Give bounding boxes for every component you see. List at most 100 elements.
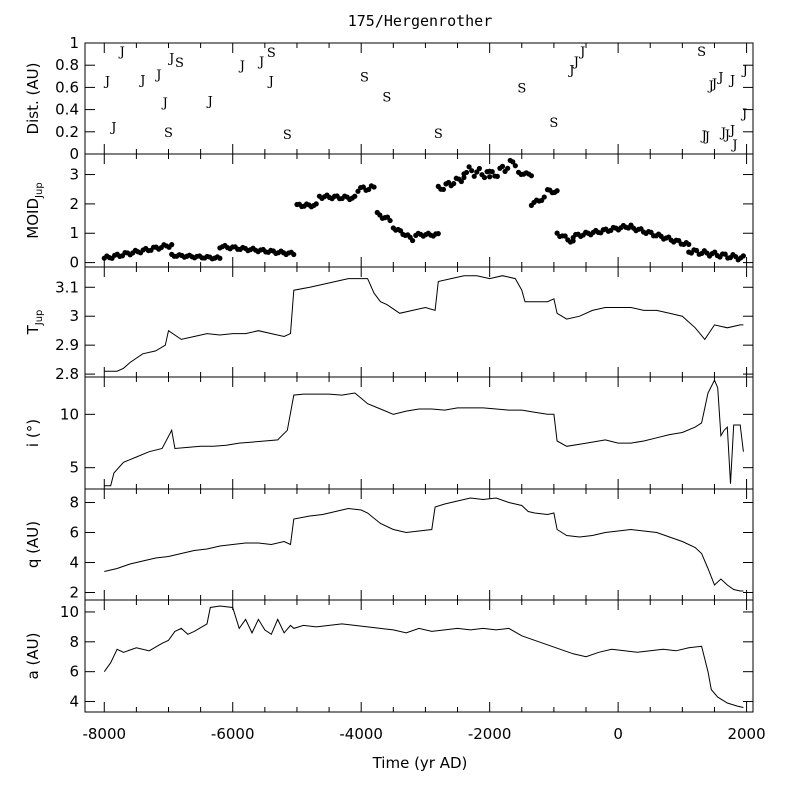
panel-1-point [471, 173, 477, 179]
panel-1-point [499, 163, 506, 169]
panel-2-ytick-label-1: 2.9 [55, 336, 79, 354]
panel-1-point [466, 164, 472, 170]
panel-0-marker-7: S [175, 56, 184, 71]
x-tick-label-0: -8000 [82, 725, 126, 743]
panel-0-marker-15: S [360, 70, 369, 85]
panel-0-marker-29: J [740, 107, 747, 122]
panel-1-point [693, 247, 700, 254]
panel-1-point [409, 237, 416, 244]
panel-1-ylabel: MOIDJup [24, 182, 45, 238]
x-tick-label-1: -6000 [211, 725, 255, 743]
panel-1-point [371, 184, 377, 190]
panel-0-marker-26: J [716, 70, 723, 85]
panel-0-marker-19: S [549, 116, 558, 131]
panel-5-series-line [103, 605, 744, 708]
panel-0-marker-23: S [697, 45, 706, 60]
panel-4-series-line [104, 497, 744, 592]
panel-0-marker-31: J [703, 130, 710, 145]
panel-3-ylabel: i (°) [24, 419, 42, 447]
panel-1-point [435, 231, 441, 237]
panel-5-ytick-label-0: 4 [69, 693, 79, 711]
panel-0-ytick-label-5: 1 [69, 34, 79, 52]
panel-2-ytick-label-0: 2.8 [55, 365, 79, 383]
panel-0-marker-6: J [167, 51, 174, 66]
panel-1-point [461, 174, 467, 181]
panel-1-ytick-label-1: 1 [69, 224, 79, 242]
panel-1-point [458, 178, 464, 185]
panel-0-ytick-label-3: 0.6 [55, 78, 79, 96]
panel-1-point [313, 201, 319, 207]
panel-1-point [366, 186, 372, 193]
panel-1-point [169, 242, 175, 248]
panel-5-ytick-label-1: 6 [69, 663, 79, 681]
panel-1-point [217, 255, 223, 261]
panel-1-point [469, 168, 475, 174]
panel-0-marker-25: J [710, 77, 717, 92]
panel-3-ytick-label-0: 5 [69, 459, 79, 477]
panel-2-series-line [104, 275, 744, 372]
panel-0-marker-8: S [164, 126, 173, 141]
panel-2-ylabel: TJup [24, 310, 45, 336]
panel-0-marker-30: J [700, 129, 707, 144]
x-tick-label-2: -4000 [339, 725, 383, 743]
panel-1-point [487, 174, 493, 180]
panel-0-ytick-label-1: 0.2 [55, 123, 79, 141]
panel-1-point [528, 173, 535, 179]
panel-1-ylabel-sub: Jup [34, 182, 45, 199]
panel-0-marker-11: J [257, 55, 264, 70]
x-tick-label-4: 0 [613, 725, 623, 743]
panel-2-ytick-label-3: 3.1 [55, 278, 79, 296]
panel-0-marker-22: J [578, 45, 585, 60]
panel-0-marker-0: J [118, 45, 125, 60]
panel-0-marker-4: J [154, 68, 161, 83]
panel-0-ytick-label-2: 0.4 [55, 101, 79, 119]
panel-1-point [355, 188, 361, 194]
panel-0-marker-10: J [238, 59, 245, 74]
panel-1-point [505, 165, 511, 171]
panel-1-point [686, 241, 692, 248]
panel-4-ytick-label-1: 4 [69, 554, 79, 572]
x-tick-label-5: 2000 [727, 725, 765, 743]
panel-0-marker-1: J [103, 75, 110, 90]
panel-0-marker-13: J [267, 75, 274, 90]
panel-0-marker-9: J [206, 95, 213, 110]
panel-0-marker-24: J [707, 79, 714, 94]
panel-4-frame [84, 488, 754, 601]
panel-3-series-line [104, 379, 744, 487]
panel-0-marker-21: J [572, 55, 579, 70]
panel-0-marker-17: S [434, 127, 443, 142]
panel-0-marker-18: S [517, 81, 526, 96]
panel-0-marker-20: J [567, 64, 574, 79]
panel-0-marker-12: S [267, 46, 276, 61]
panel-2-ytick-label-2: 3 [69, 307, 79, 325]
panel-0-marker-5: J [161, 96, 168, 111]
panel-5-ytick-label-3: 10 [60, 603, 79, 621]
panel-4-ytick-label-3: 8 [69, 494, 79, 512]
panel-1-ytick-label-0: 0 [69, 254, 79, 272]
panel-3-frame [84, 376, 754, 490]
panel-0-marker-35: J [730, 138, 737, 153]
panel-1-point [463, 169, 470, 176]
panel-0-marker-28: J [741, 64, 748, 79]
panel-5-ylabel: a (AU) [24, 633, 42, 680]
panel-1-ytick-label-3: 3 [69, 166, 79, 184]
panel-0-ylabel: Dist. (AU) [24, 63, 42, 135]
panel-1-point [722, 251, 728, 257]
x-tick-label-3: -2000 [468, 725, 512, 743]
panel-0-marker-2: J [109, 120, 116, 135]
x-axis-label: Time (yr AD) [372, 754, 468, 772]
panel-1-point [740, 253, 746, 259]
panel-0-marker-14: S [283, 128, 292, 143]
panel-4-ytick-label-0: 2 [69, 584, 79, 602]
panel-1-point [489, 169, 495, 175]
panel-1-point [494, 173, 500, 179]
panel-4-ylabel: q (AU) [24, 521, 42, 568]
panel-0-marker-34: J [728, 124, 735, 139]
panel-1-frame [84, 153, 754, 268]
panel-0-marker-33: J [723, 128, 730, 143]
panel-1-point [476, 165, 482, 172]
panel-0-ytick-label-4: 0.8 [55, 56, 79, 74]
panel-1-point [352, 193, 358, 199]
